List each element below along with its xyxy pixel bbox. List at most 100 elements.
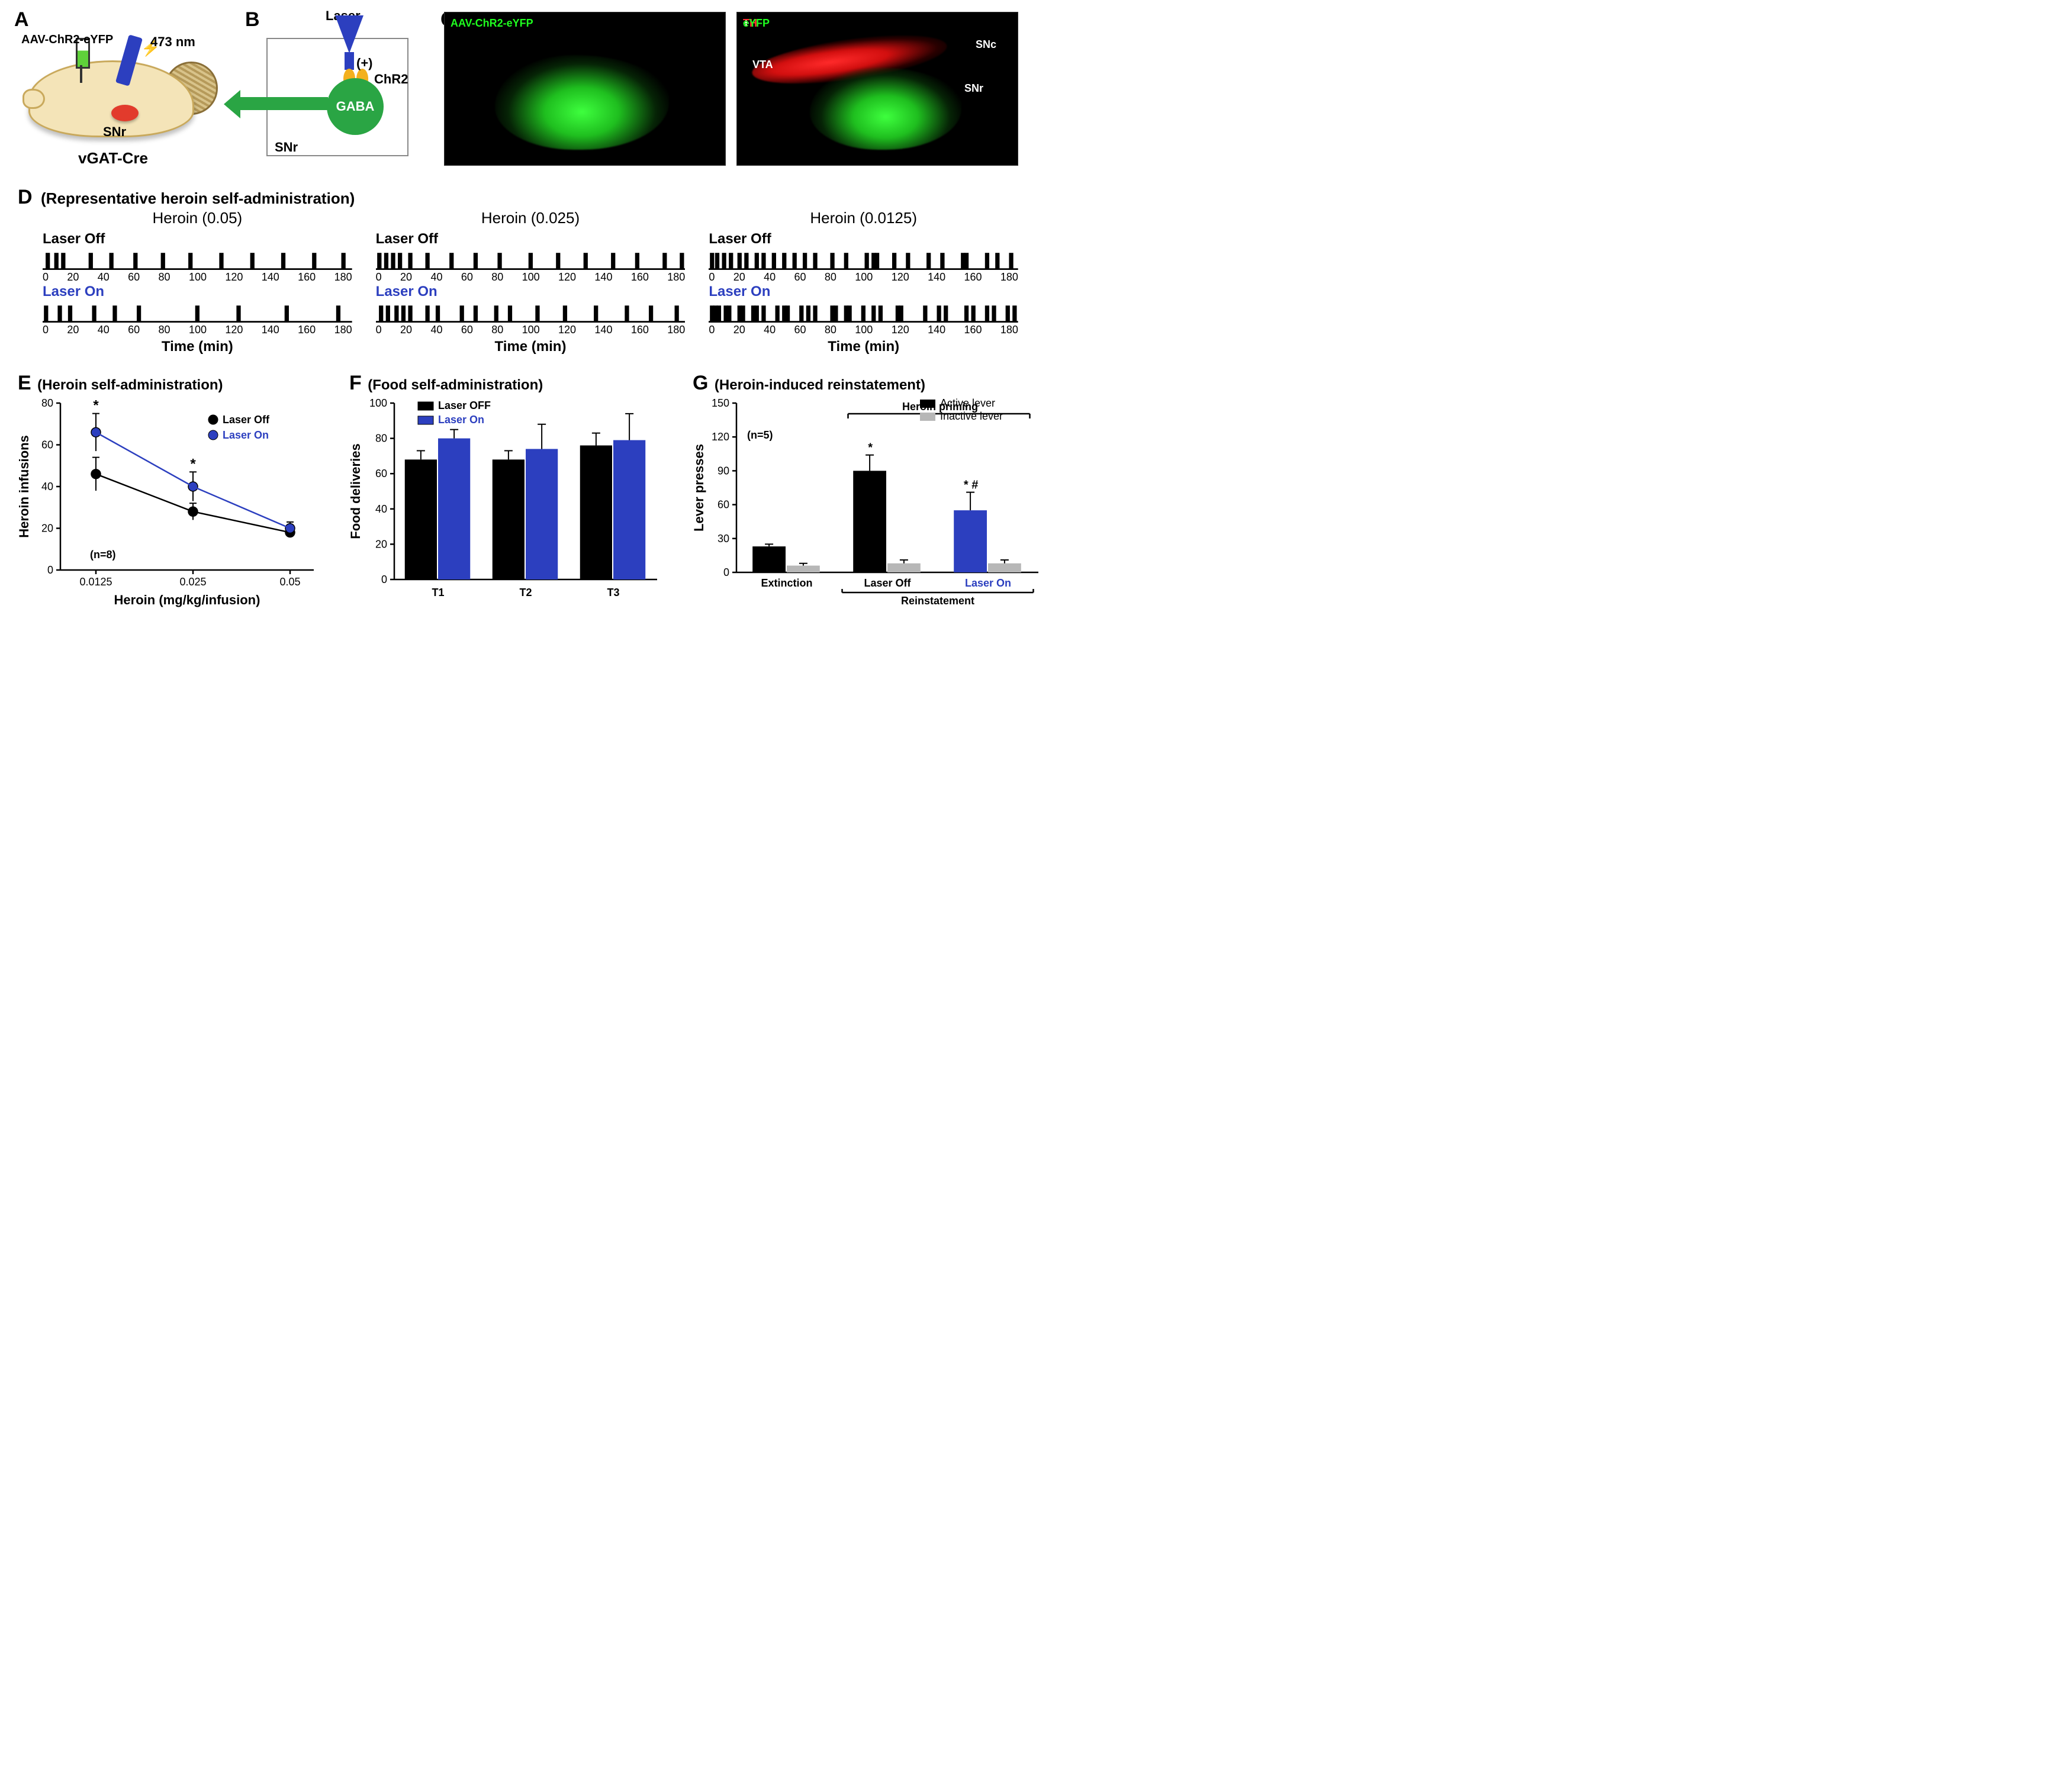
schematic-frame: GABA (+) ChR2 SNr (266, 38, 408, 156)
panel-a: A SNr ⚡ AAV-ChR2-eYFP 473 nm vGAT-Cre (18, 12, 231, 166)
time-axis-label: Time (min) (43, 339, 352, 355)
svg-text:T3: T3 (607, 587, 619, 598)
svg-text:T2: T2 (519, 587, 532, 598)
raster-label: Laser On (43, 284, 352, 300)
panel-d-title: (Representative heroin self-administrati… (41, 189, 355, 207)
svg-text:60: 60 (718, 499, 729, 511)
svg-text:Laser OFF: Laser OFF (438, 400, 491, 411)
svg-text:Extinction: Extinction (761, 577, 812, 589)
olfactory-bulb-icon (22, 89, 45, 109)
panel-f-title: (Food self-administration) (368, 377, 543, 393)
laser-cone-icon (335, 15, 363, 53)
svg-text:Reinstatement: Reinstatement (901, 595, 974, 607)
mouse-line-label: vGAT-Cre (78, 149, 148, 168)
svg-text:90: 90 (718, 465, 729, 476)
svg-text:Active lever: Active lever (940, 397, 995, 409)
laser-tip-icon (345, 52, 354, 70)
snc-label: SNc (976, 38, 996, 51)
svg-text:Food deliveries: Food deliveries (349, 443, 363, 539)
dose-title: Heroin (0.025) (376, 209, 686, 227)
panel-c: C AAV-ChR2-eYFP TH + eYFP VTA SNc SNr (444, 12, 1018, 166)
panel-d: D (Representative heroin self-administra… (18, 186, 1018, 355)
panel-e-label: E (18, 372, 31, 394)
wavelength-label: 473 nm (150, 34, 195, 50)
fluorescence-image-left: AAV-ChR2-eYFP (444, 12, 726, 166)
raster-row: Heroin (0.05) Laser Off 020406080100120140… (18, 209, 1018, 355)
eyfp-signal-icon (810, 67, 961, 150)
eyfp-signal-icon (495, 55, 669, 150)
row-abc: A SNr ⚡ AAV-ChR2-eYFP 473 nm vGAT-Cre B … (18, 12, 1018, 166)
svg-text:100: 100 (369, 397, 387, 409)
raster-label: Laser On (376, 284, 686, 300)
row-efg: E (Heroin self-administration) 0 20 40 60 80… (18, 372, 1018, 608)
svg-text:20: 20 (375, 538, 387, 550)
panel-e: E (Heroin self-administration) 020406080… (18, 372, 326, 608)
svg-text:0.025: 0.025 (179, 576, 206, 588)
axon-terminal-icon (224, 90, 240, 118)
svg-text:Laser Off: Laser Off (864, 577, 911, 589)
svg-text:*: * (190, 456, 196, 472)
svg-text:T1: T1 (432, 587, 444, 598)
svg-text:0: 0 (47, 564, 53, 576)
raster-column: Heroin (0.05) Laser Off 020406080100120140… (43, 209, 352, 355)
panel-b: B Laser GABA (+) ChR2 SNr (249, 12, 426, 166)
raster-label: Laser On (709, 284, 1018, 300)
snr-label-c: SNr (964, 82, 983, 95)
raster-label: Laser Off (709, 231, 1018, 247)
raster-x-ticks: 020406080100120140160180 (709, 324, 1018, 336)
svg-text:*: * (93, 398, 99, 414)
time-axis-label: Time (min) (376, 339, 686, 355)
svg-text:0: 0 (381, 574, 387, 585)
svg-text:80: 80 (375, 433, 387, 445)
dose-title: Heroin (0.0125) (709, 209, 1018, 227)
raster-plot (376, 301, 686, 323)
raster-label: Laser Off (43, 231, 352, 247)
eyfp-label: eYFP (743, 17, 770, 30)
chr2-label: ChR2 (374, 72, 408, 87)
svg-text:0: 0 (723, 566, 729, 578)
panel-b-label: B (245, 8, 260, 31)
virus-label: AAV-ChR2-eYFP (21, 33, 113, 47)
svg-text:(n=5): (n=5) (747, 429, 773, 441)
chart-e: 020406080Heroin infusionsHeroin (mg/kg/i… (18, 395, 326, 608)
panel-e-title: (Heroin self-administration) (37, 377, 223, 393)
raster-plot (376, 249, 686, 270)
raster-x-ticks: 020406080100120140160180 (376, 324, 686, 336)
dose-title: Heroin (0.05) (43, 209, 352, 227)
svg-text:Lever presses: Lever presses (693, 444, 706, 532)
svg-text:Laser On: Laser On (965, 577, 1011, 589)
raster-plot (709, 249, 1018, 270)
panel-f-label: F (349, 372, 362, 394)
svg-text:Inactive lever: Inactive lever (940, 410, 1003, 422)
svg-text:60: 60 (41, 439, 53, 451)
time-axis-label: Time (min) (709, 339, 1018, 355)
raster-x-ticks: 020406080100120140160180 (709, 271, 1018, 284)
row-d: D (Representative heroin self-administra… (18, 186, 1018, 355)
fluorescence-image-right: TH + eYFP VTA SNc SNr (736, 12, 1018, 166)
snr-label: SNr (103, 124, 126, 140)
svg-text:* #: * # (964, 479, 978, 492)
svg-text:0.0125: 0.0125 (79, 576, 112, 588)
raster-plot (43, 301, 352, 323)
vta-label: VTA (752, 59, 773, 71)
raster-column: Heroin (0.025)Laser Off02040608010012014… (376, 209, 686, 355)
panel-g: G (Heroin-induced reinstatement) 0 30 60 90… (693, 372, 1048, 608)
raster-plot (709, 301, 1018, 323)
svg-text:*: * (868, 442, 873, 455)
svg-text:Laser On: Laser On (438, 414, 484, 426)
svg-text:Heroin (mg/kg/infusion): Heroin (mg/kg/infusion) (114, 592, 260, 607)
svg-text:20: 20 (41, 523, 53, 534)
raster-column: Heroin (0.0125) Laser Off 0204060801001201… (709, 209, 1018, 355)
svg-text:40: 40 (375, 503, 387, 515)
panel-d-label: D (18, 186, 33, 209)
gaba-label: GABA (336, 99, 375, 114)
chart-g: 0306090120150Lever pressesExtinctionLase… (693, 395, 1048, 608)
panel-g-title: (Heroin-induced reinstatement) (715, 377, 925, 393)
panel-g-label: G (693, 372, 708, 394)
raster-x-ticks: 020406080100120140160180 (376, 271, 686, 284)
svg-text:Laser On: Laser On (223, 429, 269, 441)
snr-label-b: SNr (275, 140, 298, 155)
svg-text:80: 80 (41, 397, 53, 409)
raster-x-ticks: 020406080100120140160180 (43, 324, 352, 336)
svg-text:30: 30 (718, 533, 729, 545)
